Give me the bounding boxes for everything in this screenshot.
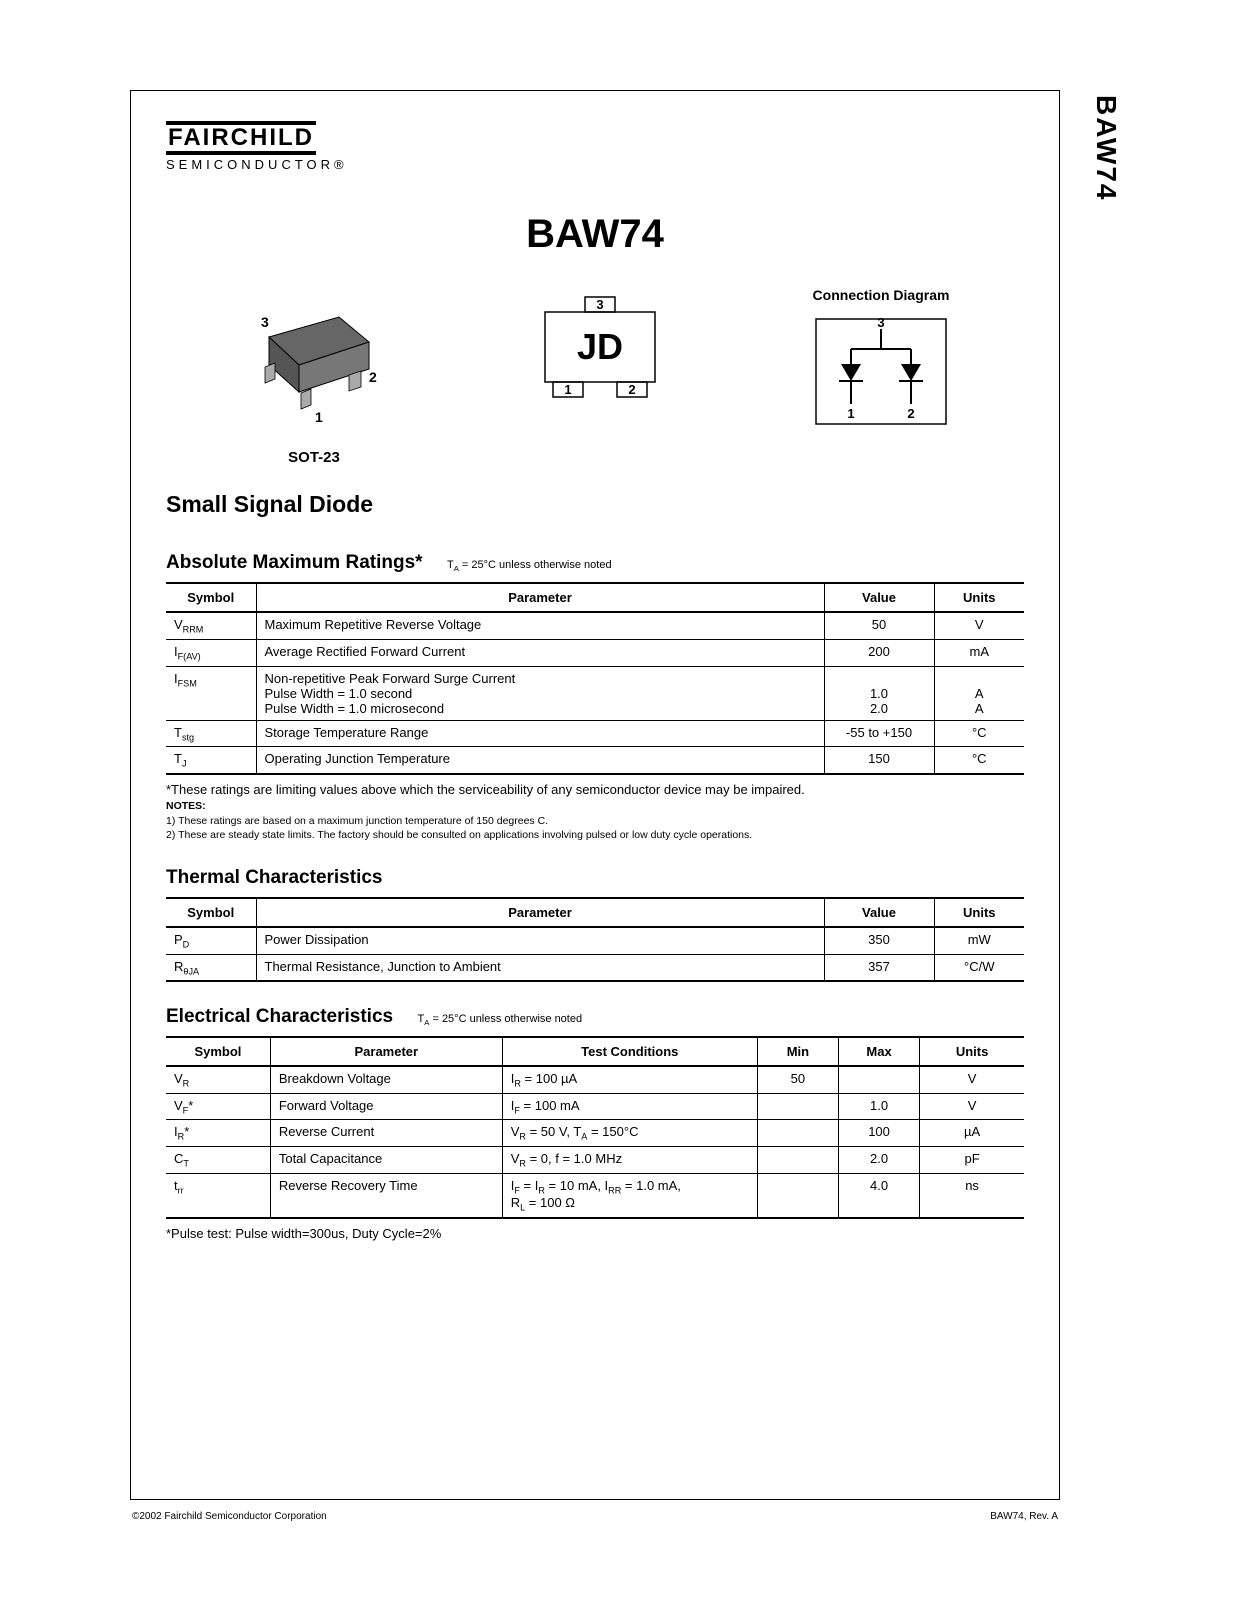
marking-text: JD xyxy=(577,326,623,367)
table-row: VRRM Maximum Repetitive Reverse Voltage … xyxy=(166,612,1024,639)
table-row: RθJA Thermal Resistance, Junction to Amb… xyxy=(166,954,1024,981)
electrical-heading: Electrical Characteristics xyxy=(166,1006,393,1028)
abs-max-condition: TA = 25°C unless otherwise noted xyxy=(447,559,612,571)
part-number-heading: BAW74 xyxy=(166,212,1024,257)
electrical-condition: TA = 25°C unless otherwise noted xyxy=(418,1013,583,1025)
table-row: IF(AV) Average Rectified Forward Current… xyxy=(166,639,1024,666)
thermal-table: Symbol Parameter Value Units PD Power Di… xyxy=(166,897,1024,982)
diagrams-row: 3 2 1 SOT-23 JD 3 1 2 Connection Diagram xyxy=(166,287,1024,466)
table-row: Tstg Storage Temperature Range -55 to +1… xyxy=(166,720,1024,747)
table-row: CT Total Capacitance VR = 0, f = 1.0 MHz… xyxy=(166,1146,1024,1173)
svg-text:1: 1 xyxy=(847,406,854,421)
pin1-label: 1 xyxy=(315,409,323,425)
svg-text:3: 3 xyxy=(877,315,884,330)
abs-max-table: Symbol Parameter Value Units VRRM Maximu… xyxy=(166,582,1024,774)
table-row: IR* Reverse Current VR = 50 V, TA = 150°… xyxy=(166,1120,1024,1147)
abs-max-footnotes: *These ratings are limiting values above… xyxy=(166,781,1024,843)
electrical-table: Symbol Parameter Test Conditions Min Max… xyxy=(166,1036,1024,1219)
pin3-label: 3 xyxy=(261,314,269,330)
footer-right: BAW74, Rev. A xyxy=(990,1511,1058,1522)
th-symbol: Symbol xyxy=(166,583,256,612)
th-units: Units xyxy=(934,583,1024,612)
table-row: TJ Operating Junction Temperature 150 °C xyxy=(166,747,1024,774)
page-frame: FAIRCHILD SEMICONDUCTOR® BAW74 3 2 1 SOT… xyxy=(130,90,1060,1500)
th-value: Value xyxy=(824,583,934,612)
connection-diagram-title: Connection Diagram xyxy=(801,287,961,303)
th-parameter: Parameter xyxy=(256,583,824,612)
package-name: SOT-23 xyxy=(229,449,399,466)
svg-text:2: 2 xyxy=(628,382,635,397)
table-row: VR Breakdown Voltage IR = 100 µA 50 V xyxy=(166,1066,1024,1093)
svg-text:1: 1 xyxy=(564,382,571,397)
pin2-label: 2 xyxy=(369,369,377,385)
abs-max-note2: 2) These are steady state limits. The fa… xyxy=(166,829,752,841)
electrical-footnote: *Pulse test: Pulse width=300us, Duty Cyc… xyxy=(166,1225,1024,1243)
vertical-part-label: BAW74 xyxy=(1090,95,1122,201)
table-row: VF* Forward Voltage IF = 100 mA 1.0 V xyxy=(166,1093,1024,1120)
logo-text-bottom: SEMICONDUCTOR® xyxy=(166,157,1024,172)
svg-text:3: 3 xyxy=(596,297,603,312)
logo-text-top: FAIRCHILD xyxy=(166,121,316,155)
abs-max-note1: 1) These ratings are based on a maximum … xyxy=(166,815,548,827)
package-3d-diagram: 3 2 1 SOT-23 xyxy=(229,287,399,466)
product-title: Small Signal Diode xyxy=(166,491,1024,518)
connection-diagram: Connection Diagram 3 1 2 xyxy=(801,287,961,439)
company-logo: FAIRCHILD SEMICONDUCTOR® xyxy=(166,121,1024,172)
marking-diagram: JD 3 1 2 xyxy=(525,287,675,417)
footer-left: ©2002 Fairchild Semiconductor Corporatio… xyxy=(132,1511,327,1522)
thermal-heading: Thermal Characteristics xyxy=(166,867,383,889)
table-row: IFSM Non-repetitive Peak Forward Surge C… xyxy=(166,666,1024,720)
svg-text:2: 2 xyxy=(907,406,914,421)
page-footer: ©2002 Fairchild Semiconductor Corporatio… xyxy=(130,1507,1060,1522)
table-row: trr Reverse Recovery Time IF = IR = 10 m… xyxy=(166,1173,1024,1218)
notes-label: NOTES: xyxy=(166,800,206,812)
abs-max-heading: Absolute Maximum Ratings* xyxy=(166,552,423,574)
table-row: PD Power Dissipation 350 mW xyxy=(166,927,1024,954)
abs-max-star-note: *These ratings are limiting values above… xyxy=(166,782,805,797)
